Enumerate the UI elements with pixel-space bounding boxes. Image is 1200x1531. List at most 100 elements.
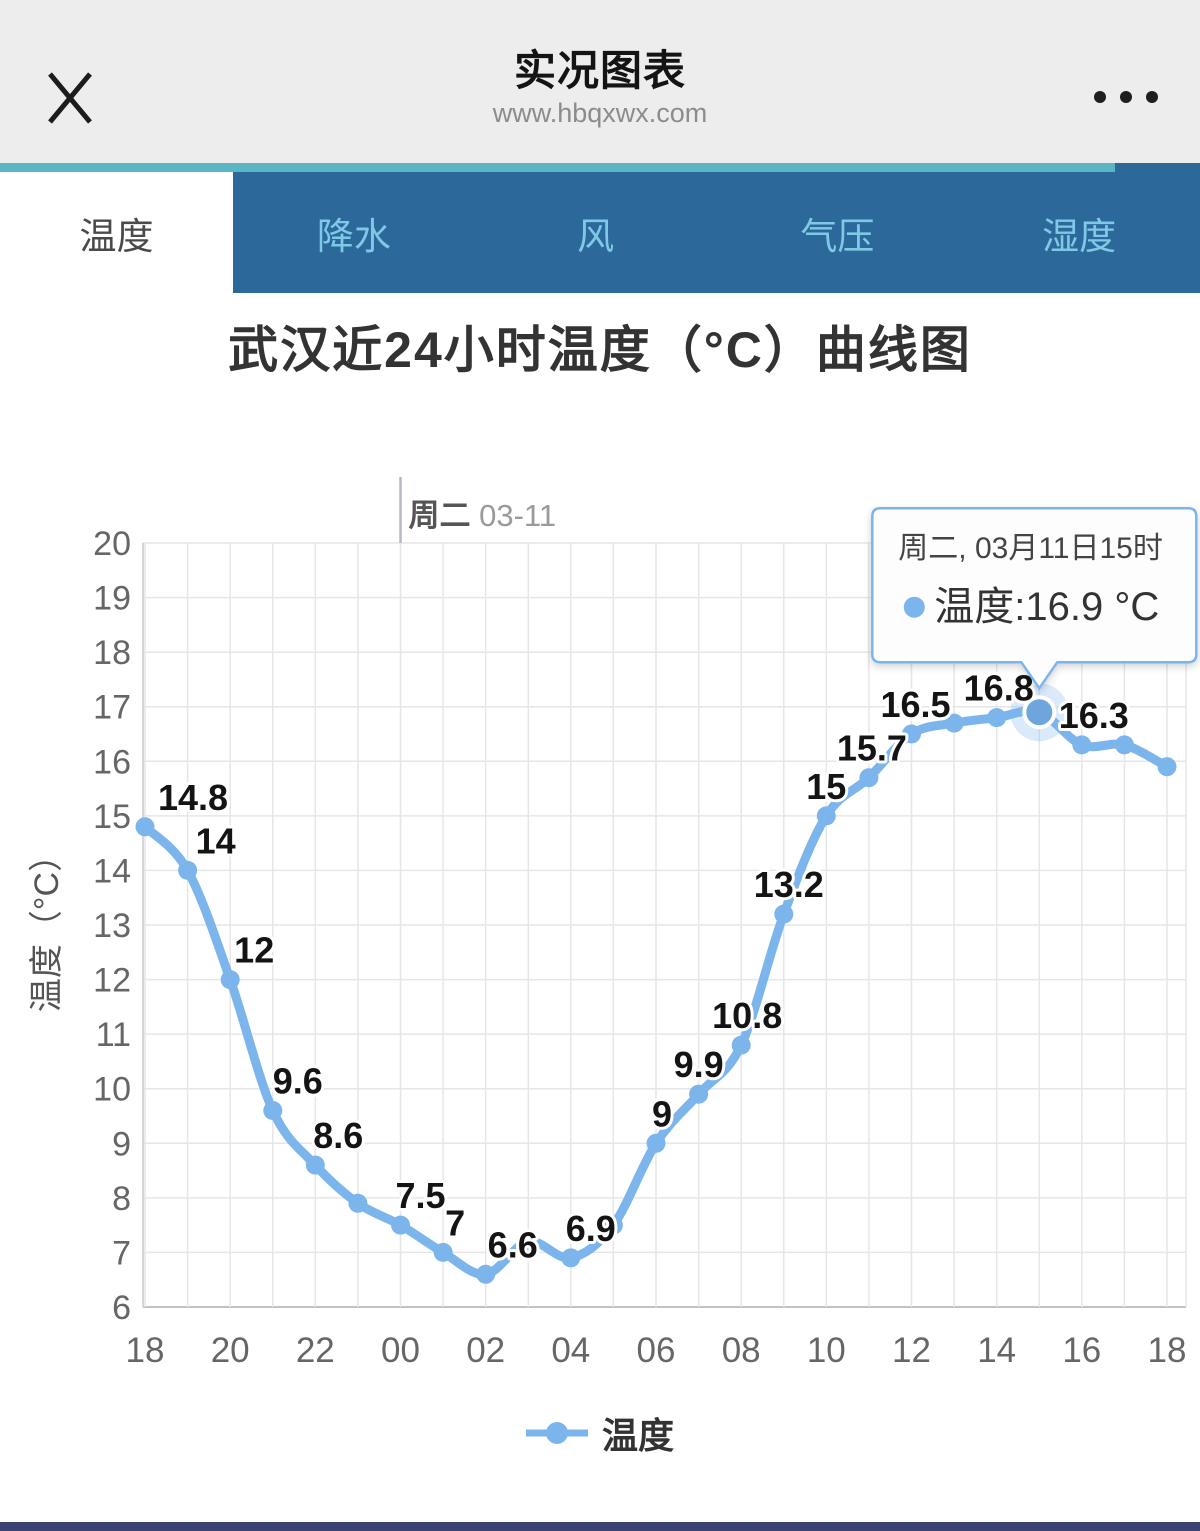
y-axis-title: 温度（°C） xyxy=(28,838,66,1012)
y-axis-tick-label: 9 xyxy=(112,1125,131,1163)
data-point[interactable] xyxy=(178,860,198,880)
data-point[interactable] xyxy=(561,1248,581,1268)
x-axis-tick-label: 08 xyxy=(722,1331,761,1370)
tab-precipitation[interactable]: 降水 xyxy=(316,215,391,257)
data-label: 6.6 xyxy=(488,1224,538,1265)
accent-strip-teal xyxy=(0,163,1115,172)
data-point-selected[interactable] xyxy=(1022,695,1057,730)
ellipsis-icon xyxy=(1120,91,1132,103)
x-axis-tick-label: 14 xyxy=(977,1331,1016,1370)
data-point[interactable] xyxy=(774,904,794,924)
data-label: 15.7 xyxy=(837,728,907,769)
tab-humidity[interactable]: 湿度 xyxy=(1042,215,1117,257)
x-axis-tick-label: 04 xyxy=(551,1331,590,1370)
data-label: 12 xyxy=(234,930,274,971)
ellipsis-icon xyxy=(1146,91,1158,103)
data-point[interactable] xyxy=(518,1232,538,1251)
data-label: 9.9 xyxy=(674,1044,724,1085)
x-axis-tick-label: 00 xyxy=(381,1331,420,1370)
tab-pressure[interactable]: 气压 xyxy=(800,215,875,257)
data-label: 16.5 xyxy=(880,684,950,725)
y-axis-tick-label: 12 xyxy=(93,962,131,1000)
ellipsis-icon xyxy=(1094,91,1106,103)
x-axis-tick-label: 18 xyxy=(1148,1331,1187,1370)
data-point[interactable] xyxy=(391,1215,410,1235)
y-axis-tick-label: 15 xyxy=(93,798,131,836)
y-axis-tick-label: 14 xyxy=(93,852,131,890)
data-label: 14.8 xyxy=(158,777,228,818)
data-label: 6.9 xyxy=(566,1208,616,1249)
tab-wind[interactable]: 风 xyxy=(577,215,615,257)
titlebar-titles: 实况图表 www.hbqxwx.com xyxy=(493,48,708,129)
chart-title-block: 武汉近24小时温度（°C）曲线图 xyxy=(0,293,1200,470)
data-label: 8.6 xyxy=(313,1115,363,1156)
y-axis-tick-label: 20 xyxy=(93,525,131,563)
x-axis-tick-label: 20 xyxy=(211,1331,250,1370)
legend-marker-icon xyxy=(525,1421,588,1444)
tab-bar: 温度 降水 风 气压 湿度 xyxy=(0,172,1200,293)
close-button[interactable] xyxy=(40,66,102,128)
data-point[interactable] xyxy=(305,1155,325,1175)
data-point[interactable] xyxy=(731,1035,751,1055)
x-axis-tick-label: 02 xyxy=(466,1331,505,1370)
y-axis-tick-label: 11 xyxy=(96,1016,131,1054)
legend-item-temperature[interactable]: 温度 xyxy=(0,1390,1200,1475)
data-point[interactable] xyxy=(135,817,155,837)
data-point[interactable] xyxy=(263,1101,283,1120)
data-label: 9.6 xyxy=(273,1061,323,1102)
y-axis-tick-label: 7 xyxy=(112,1234,131,1272)
tooltip-date: 周二, 03月11日15时 xyxy=(898,532,1163,565)
page-title: 实况图表 xyxy=(513,47,686,94)
data-point[interactable] xyxy=(348,1193,368,1213)
legend-label: 温度 xyxy=(601,1414,674,1456)
day-separator-label: 周二 03-11 xyxy=(409,498,557,533)
x-axis-tick-label: 12 xyxy=(892,1331,931,1370)
data-point[interactable] xyxy=(816,806,836,826)
data-point[interactable] xyxy=(689,1084,709,1104)
data-label: 14 xyxy=(196,820,236,861)
x-axis-tick-label: 06 xyxy=(637,1331,676,1370)
data-label: 7.5 xyxy=(395,1175,445,1216)
data-point[interactable] xyxy=(1157,757,1177,777)
y-axis-tick-label: 19 xyxy=(93,580,131,618)
tooltip-series-dot-icon xyxy=(903,596,925,618)
y-axis-tick-label: 17 xyxy=(93,689,131,727)
bottom-bar xyxy=(0,1522,1200,1531)
data-label: 16.3 xyxy=(1059,695,1129,736)
data-point[interactable] xyxy=(220,970,240,990)
tab-temperature[interactable]: 温度 xyxy=(0,172,233,293)
data-point[interactable] xyxy=(603,1215,623,1235)
data-point[interactable] xyxy=(433,1242,453,1262)
spacer xyxy=(0,1475,1200,1522)
data-point[interactable] xyxy=(1072,735,1092,755)
x-axis-tick-label: 18 xyxy=(126,1331,165,1370)
data-point[interactable] xyxy=(646,1133,666,1153)
data-label: 15 xyxy=(806,766,846,807)
x-axis-tick-label: 22 xyxy=(296,1331,335,1370)
chart-area: 20 19 18 17 16 15 14 13 12 11 10 9 8 7 6 18 20 22 00 02 04 06… xyxy=(0,470,1200,1390)
tooltip-value: 温度:16.9 °C xyxy=(934,585,1159,629)
titlebar: 实况图表 www.hbqxwx.com xyxy=(0,0,1200,163)
temperature-line-chart: 20 19 18 17 16 15 14 13 12 11 10 9 8 7 6 18 20 22 00 02 04 06… xyxy=(28,477,1198,1370)
data-point[interactable] xyxy=(476,1264,496,1284)
accent-strip xyxy=(0,163,1200,172)
data-point[interactable] xyxy=(944,713,964,733)
y-axis-tick-label: 18 xyxy=(93,634,131,672)
y-axis-tick-label: 6 xyxy=(112,1289,131,1327)
page-url: www.hbqxwx.com xyxy=(492,98,708,128)
data-point[interactable] xyxy=(987,708,1007,728)
data-point[interactable] xyxy=(859,768,879,788)
y-axis-tick-label: 13 xyxy=(93,907,131,945)
x-axis-tick-label: 16 xyxy=(1062,1331,1101,1370)
y-axis-tick-label: 8 xyxy=(112,1180,131,1218)
y-axis-tick-label: 16 xyxy=(93,743,131,781)
menu-button[interactable] xyxy=(1094,80,1158,114)
data-point[interactable] xyxy=(1114,735,1134,755)
tooltip xyxy=(871,506,1198,691)
x-axis-tick-label: 10 xyxy=(807,1331,846,1370)
chart-title: 武汉近24小时温度（°C）曲线图 xyxy=(228,322,972,378)
data-label: 10.8 xyxy=(712,995,782,1036)
data-point[interactable] xyxy=(902,724,921,744)
accent-strip-blue xyxy=(1115,163,1200,172)
